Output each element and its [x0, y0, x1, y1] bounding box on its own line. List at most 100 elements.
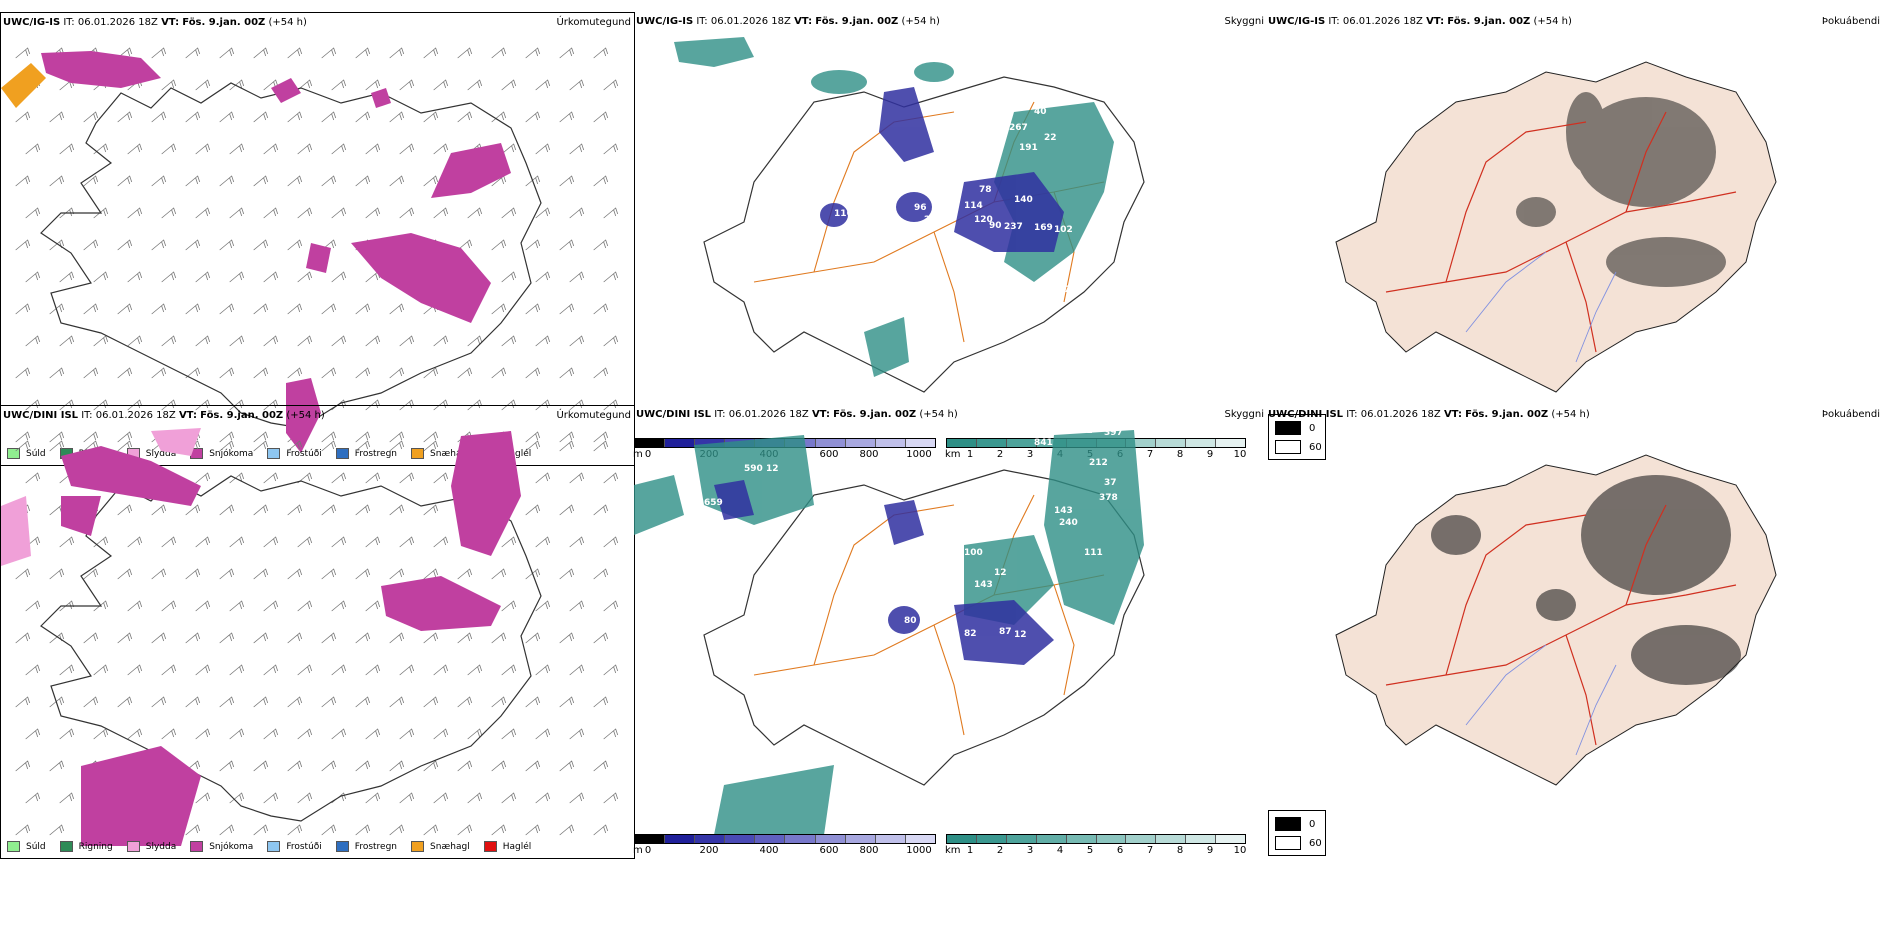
wind-barb	[355, 504, 371, 516]
wind-barb	[195, 472, 211, 484]
wind-barb	[365, 207, 381, 219]
colorbar-tick: 600	[819, 449, 839, 460]
wind-barb	[399, 207, 415, 219]
wind-barb	[389, 760, 405, 772]
cloud-base-label: 78	[979, 185, 992, 195]
colorbar-tick: 0	[644, 845, 652, 856]
wind-barb	[365, 143, 381, 155]
wind-barb	[59, 271, 75, 283]
wind-barb	[263, 143, 279, 155]
colorbar-tick: 7	[1146, 845, 1154, 856]
wind-barb	[433, 335, 449, 347]
cloud-base-label: 82	[964, 629, 977, 639]
wind-barb	[15, 111, 31, 123]
wind-barb	[365, 728, 381, 740]
cloud-base-label: 12	[994, 568, 1007, 578]
wind-barb	[457, 111, 473, 123]
wind-barb	[365, 335, 381, 347]
wind-barb	[593, 440, 609, 452]
wind-barb	[569, 792, 585, 804]
wind-barb	[331, 79, 347, 91]
wind-barb	[423, 824, 439, 836]
wind-barb	[195, 536, 211, 548]
wind-barb	[569, 79, 585, 91]
cloud-base-label: 37	[1104, 478, 1117, 488]
iceland-land	[1335, 61, 1777, 393]
colorbar-unit: m	[633, 845, 643, 856]
cloud-base-label: 29	[924, 215, 937, 225]
wind-barb	[263, 664, 279, 676]
wind-barb	[161, 207, 177, 219]
wind-barb	[389, 367, 405, 379]
wind-barb	[195, 143, 211, 155]
colorbar-tick: 4	[1056, 845, 1064, 856]
wind-barb	[355, 760, 371, 772]
wind-barb	[399, 536, 415, 548]
wind-barb	[525, 824, 541, 836]
wind-barb	[219, 175, 235, 187]
snow-areas	[41, 51, 511, 453]
wind-barb	[389, 175, 405, 187]
wind-barb	[127, 335, 143, 347]
legend-item: Slydda	[126, 841, 176, 852]
wind-barb	[559, 175, 575, 187]
wind-barb	[365, 472, 381, 484]
wind-barb	[83, 367, 99, 379]
wind-barb	[297, 143, 313, 155]
wind-barb	[559, 760, 575, 772]
contours	[1385, 504, 1737, 746]
wind-barb	[59, 335, 75, 347]
colorbar-tick: 10	[1233, 449, 1247, 460]
wind-barb	[535, 143, 551, 155]
wind-barb	[389, 303, 405, 315]
wind-barb	[525, 367, 541, 379]
cloud-base-label: 832	[654, 32, 673, 40]
wind-barb	[15, 824, 31, 836]
wind-barb	[399, 472, 415, 484]
panel-title: UWC/IG-IS IT: 06.01.2026 18Z VT: Fös. 9.…	[636, 16, 940, 27]
wind-barb	[593, 504, 609, 516]
fog-index-map-bottom	[1335, 454, 1777, 786]
wind-barb	[151, 303, 167, 315]
wind-barb	[569, 207, 585, 219]
wind-barb	[535, 271, 551, 283]
wind-barb	[263, 728, 279, 740]
wind-barb	[229, 472, 245, 484]
wind-barb	[219, 303, 235, 315]
wind-barb	[457, 824, 473, 836]
wind-barb	[535, 536, 551, 548]
wind-barb	[25, 728, 41, 740]
legend-item: Frostúði	[267, 448, 322, 459]
wind-barb	[467, 792, 483, 804]
wind-barb	[117, 111, 133, 123]
wind-barb	[603, 728, 619, 740]
wind-barb	[161, 79, 177, 91]
wind-barb	[603, 600, 619, 612]
legend-item: Snæhagl	[411, 448, 470, 459]
wind-barb	[49, 568, 65, 580]
wind-barb	[501, 792, 517, 804]
wind-barb	[433, 664, 449, 676]
legend-item: Snjókoma	[190, 841, 253, 852]
wind-barb	[151, 175, 167, 187]
colorbar-tick: 400	[759, 845, 779, 856]
wind-barb	[525, 568, 541, 580]
wind-barb	[287, 696, 303, 708]
wind-barb	[525, 632, 541, 644]
wind-barb	[15, 367, 31, 379]
wind-barb	[569, 143, 585, 155]
wind-barb	[229, 728, 245, 740]
wind-barb	[389, 696, 405, 708]
wind-barb	[603, 143, 619, 155]
iceland-coastline	[703, 76, 1145, 393]
wind-barb	[559, 431, 575, 443]
panel-name: Úrkomutegund	[556, 410, 631, 421]
wind-barb	[603, 536, 619, 548]
wind-barb	[355, 568, 371, 580]
wind-barb	[93, 728, 109, 740]
wind-barb	[219, 47, 235, 59]
wind-barb	[355, 824, 371, 836]
wind-barb	[525, 47, 541, 59]
wind-barb	[229, 600, 245, 612]
wind-barb	[321, 239, 337, 251]
